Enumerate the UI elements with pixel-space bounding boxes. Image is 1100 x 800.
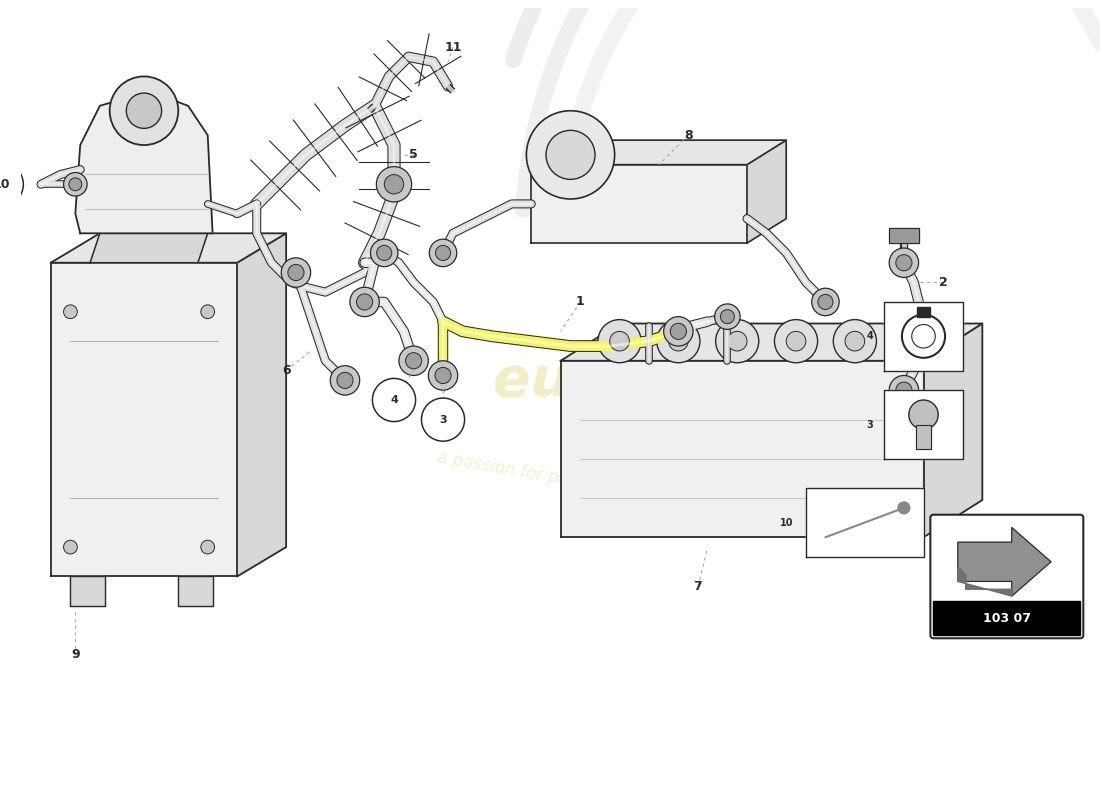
Circle shape (716, 319, 759, 362)
Circle shape (834, 319, 877, 362)
Text: 103 07: 103 07 (982, 612, 1031, 625)
Circle shape (434, 367, 451, 383)
Polygon shape (70, 577, 104, 606)
Circle shape (657, 319, 700, 362)
Polygon shape (51, 234, 286, 262)
Text: 4: 4 (866, 331, 873, 342)
Text: 7: 7 (694, 580, 703, 593)
Polygon shape (90, 234, 208, 262)
Polygon shape (178, 577, 212, 606)
Circle shape (720, 310, 735, 324)
Text: 5: 5 (409, 148, 418, 162)
Circle shape (898, 502, 910, 514)
Polygon shape (75, 91, 212, 234)
Circle shape (609, 331, 629, 351)
Circle shape (715, 304, 740, 330)
Circle shape (384, 174, 404, 194)
Circle shape (126, 93, 162, 128)
Circle shape (889, 248, 918, 278)
Text: 6: 6 (282, 364, 290, 377)
Circle shape (288, 265, 304, 281)
Circle shape (373, 378, 416, 422)
Circle shape (201, 540, 214, 554)
Text: 8: 8 (684, 129, 693, 142)
Polygon shape (958, 566, 1012, 596)
Polygon shape (915, 425, 932, 449)
Circle shape (527, 110, 615, 199)
Circle shape (399, 346, 428, 375)
Text: 10: 10 (0, 178, 11, 190)
Circle shape (669, 331, 689, 351)
Polygon shape (806, 488, 924, 557)
Text: 9: 9 (72, 649, 79, 662)
Circle shape (201, 305, 214, 318)
Text: 3: 3 (866, 419, 873, 430)
Circle shape (337, 372, 353, 389)
Circle shape (909, 400, 938, 430)
Polygon shape (916, 307, 931, 317)
Circle shape (371, 239, 398, 266)
Circle shape (436, 246, 451, 261)
Text: 2: 2 (938, 276, 947, 289)
Circle shape (429, 239, 456, 266)
Circle shape (282, 258, 310, 287)
Circle shape (895, 254, 912, 271)
Circle shape (64, 540, 77, 554)
Polygon shape (889, 229, 918, 243)
Circle shape (376, 246, 392, 261)
Polygon shape (531, 165, 747, 243)
Circle shape (786, 331, 806, 351)
Circle shape (330, 366, 360, 395)
Polygon shape (51, 262, 238, 577)
Text: a passion for parts since 1985: a passion for parts since 1985 (436, 448, 686, 509)
Polygon shape (561, 361, 924, 538)
Circle shape (0, 162, 23, 206)
Circle shape (895, 382, 912, 398)
FancyBboxPatch shape (931, 514, 1084, 638)
Circle shape (598, 319, 641, 362)
Text: 3: 3 (439, 414, 447, 425)
Circle shape (376, 166, 411, 202)
Circle shape (406, 353, 421, 369)
Text: 11: 11 (444, 41, 462, 54)
Circle shape (110, 77, 178, 145)
Circle shape (64, 173, 87, 196)
Polygon shape (747, 140, 786, 243)
Circle shape (670, 323, 686, 339)
Circle shape (845, 331, 865, 351)
Polygon shape (884, 390, 962, 459)
Circle shape (356, 294, 373, 310)
Circle shape (663, 317, 693, 346)
Polygon shape (924, 323, 982, 538)
Circle shape (428, 361, 458, 390)
Circle shape (69, 178, 81, 190)
Circle shape (774, 319, 817, 362)
Circle shape (727, 331, 747, 351)
Circle shape (64, 305, 77, 318)
Text: 1: 1 (576, 295, 585, 309)
Polygon shape (531, 140, 786, 165)
Polygon shape (958, 527, 1050, 596)
Polygon shape (561, 323, 982, 361)
Circle shape (889, 375, 918, 405)
Circle shape (546, 130, 595, 179)
Circle shape (818, 294, 833, 310)
Polygon shape (933, 601, 1080, 635)
Circle shape (421, 398, 464, 441)
Polygon shape (884, 302, 962, 370)
Text: 4: 4 (390, 395, 398, 405)
Text: eurosparés: eurosparés (493, 353, 844, 408)
Text: 10: 10 (780, 518, 793, 527)
Polygon shape (238, 234, 286, 577)
Circle shape (350, 287, 380, 317)
Circle shape (812, 288, 839, 316)
